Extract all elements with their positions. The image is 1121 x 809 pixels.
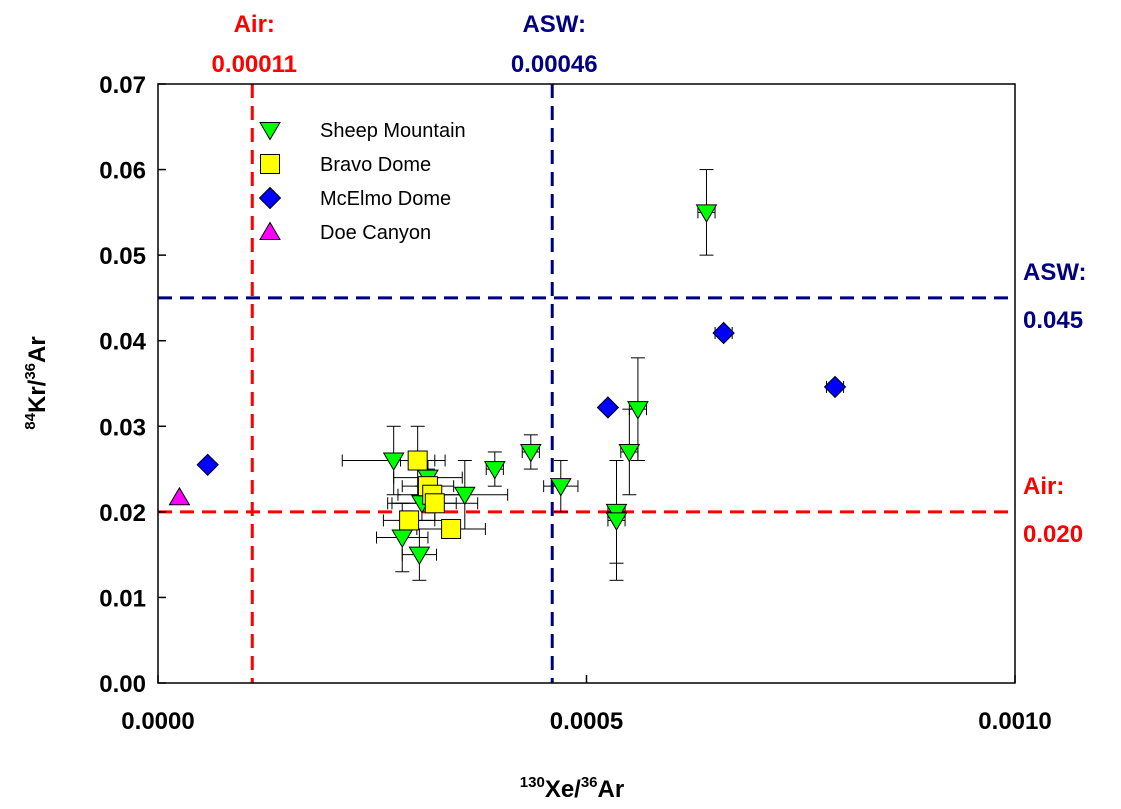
y-tick-label: 0.07: [99, 72, 146, 99]
data-markers: [168, 204, 847, 566]
sheep-mountain-point: [391, 529, 414, 549]
sheep-mountain-point: [605, 512, 628, 531]
ref-label-value: 0.00011: [212, 51, 297, 78]
legend: Sheep Mountain Bravo Dome McElmo Dome Doe C…: [258, 120, 466, 244]
ref-label-name: ASW:: [522, 11, 586, 38]
x-axis-title-sup2: 36: [581, 774, 598, 791]
bravo-dome-point: [399, 510, 420, 531]
x-tick-label: 0.0000: [121, 708, 194, 735]
sheep-mountain-point: [453, 486, 476, 506]
sheep-mountain-point: [382, 452, 405, 472]
legend-label-doe-canyon: Doe Canyon: [320, 222, 431, 244]
sheep-mountain-point: [483, 461, 506, 480]
ref-label-value: 0.00046: [511, 51, 598, 78]
legend-marker-sheep-mountain: [259, 122, 281, 141]
legend-marker-doe-canyon: [259, 221, 281, 240]
bravo-dome-point: [424, 493, 445, 514]
x-axis-title: 130Xe/36Ar: [520, 774, 624, 803]
sheep-mountain-point: [618, 443, 641, 463]
legend-label-sheep-mountain: Sheep Mountain: [320, 120, 466, 142]
legend-marker-bravo-dome: [260, 154, 280, 174]
y-tick-label: 0.03: [99, 414, 146, 441]
mcelmo-dome-point: [596, 396, 620, 419]
x-tick-label: 0.0010: [978, 708, 1051, 735]
y-tick-label: 0.05: [99, 243, 146, 270]
x-axis-title-base2: Ar: [598, 776, 625, 803]
legend-marker-mcelmo-dome: [258, 186, 282, 210]
y-tick-label: 0.06: [99, 158, 146, 185]
reference-line-labels: Air: 0.00011 ASW: 0.00046 ASW: 0.045 Air: 0.020: [212, 11, 1087, 548]
y-tick-label: 0.00: [99, 671, 146, 698]
sheep-mountain-point: [695, 204, 718, 223]
sheep-mountain-point: [519, 443, 542, 463]
legend-label-bravo-dome: Bravo Dome: [320, 154, 431, 176]
y-axis-title-base1: Kr/: [24, 379, 51, 413]
bravo-dome-point: [407, 450, 428, 471]
plot-frame: [157, 83, 1016, 684]
x-axis-title-base1: Xe/: [545, 776, 581, 803]
x-tick-label: 0.0005: [550, 708, 623, 735]
y-axis-title: 84Kr/36Ar: [22, 336, 51, 429]
sheep-mountain-point: [408, 546, 431, 566]
y-axis-title-base2: Ar: [24, 336, 51, 363]
ref-label-value: 0.020: [1023, 521, 1083, 548]
y-tick-label: 0.01: [99, 585, 146, 612]
ref-label-name: Air:: [234, 11, 275, 38]
sheep-mountain-point: [627, 401, 649, 420]
ref-label-name: ASW:: [1023, 259, 1087, 286]
doe-canyon-point: [168, 486, 191, 506]
y-tick-label: 0.02: [99, 500, 146, 527]
mcelmo-dome-point: [712, 321, 735, 345]
legend-label-mcelmo-dome: McElmo Dome: [320, 188, 451, 210]
y-axis-title-sup1: 84: [22, 412, 39, 429]
x-axis-title-sup1: 130: [520, 774, 545, 791]
reference-lines: [158, 84, 1015, 683]
bravo-dome-point: [441, 518, 462, 539]
y-tick-label: 0.04: [99, 329, 146, 356]
ref-label-name: Air:: [1023, 473, 1064, 500]
mcelmo-dome-point: [196, 453, 219, 476]
mcelmo-dome-point: [823, 375, 847, 399]
y-axis-title-sup2: 36: [22, 363, 39, 380]
axis-ticks: 0.00 0.01 0.02 0.03 0.04 0.05 0.06 0.07 0.0000 0.…: [99, 72, 1051, 735]
ref-label-value: 0.045: [1023, 307, 1083, 334]
sheep-mountain-point: [549, 478, 572, 497]
